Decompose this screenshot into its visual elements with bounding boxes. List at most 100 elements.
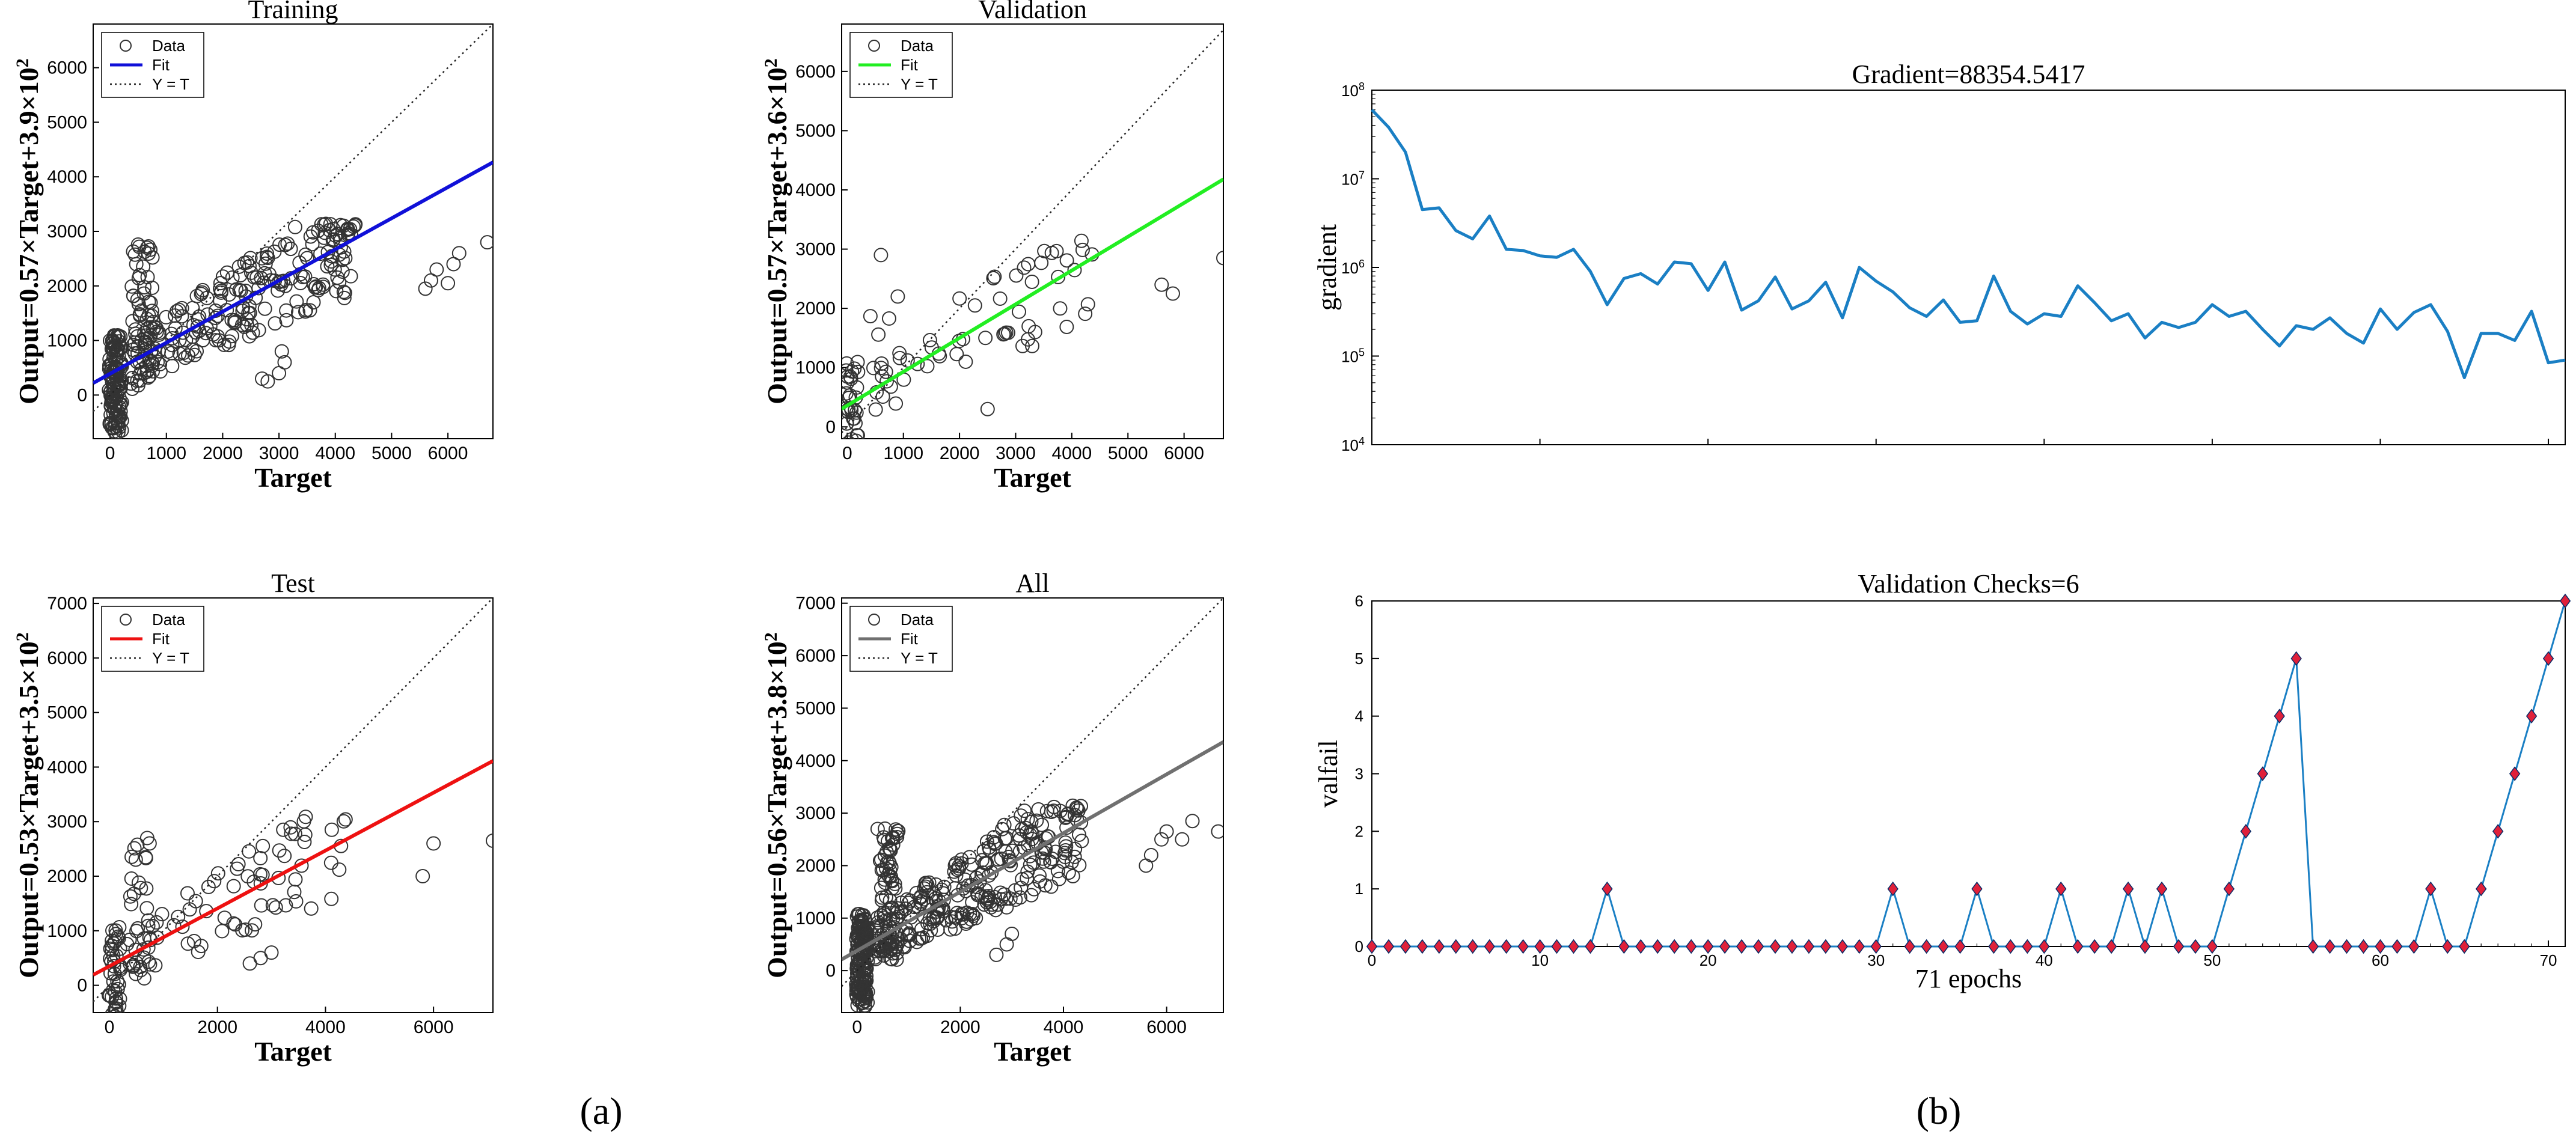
x-axis-label: Target <box>254 462 332 493</box>
chart-title: Validation Checks=6 <box>1858 569 2079 599</box>
valfail-point <box>1938 939 1949 954</box>
y-tick-label: 3000 <box>795 240 836 260</box>
data-point <box>194 285 209 300</box>
data-point <box>280 236 295 251</box>
valfail-point <box>1568 939 1579 954</box>
y-axis-label: gradient <box>1312 224 1342 311</box>
data-point <box>996 327 1011 342</box>
data-point <box>878 889 893 904</box>
valfail-point <box>2189 939 2201 954</box>
data-point <box>1037 243 1052 258</box>
data-point <box>176 325 191 340</box>
data-point <box>1067 263 1082 278</box>
data-point <box>133 366 148 381</box>
data-point <box>165 359 180 374</box>
data-point <box>441 276 456 291</box>
x-tick-label: 0 <box>105 443 115 463</box>
data-point <box>920 359 935 374</box>
valfail-point <box>2391 939 2403 954</box>
data-point <box>898 901 913 916</box>
x-tick-label: 1000 <box>146 443 186 463</box>
data-point <box>136 286 151 301</box>
data-point <box>112 998 127 1013</box>
data-point <box>106 364 121 379</box>
data-point <box>899 892 914 907</box>
data-point <box>873 944 888 959</box>
data-point <box>133 963 148 978</box>
data-point <box>1051 269 1066 284</box>
data-point <box>1053 301 1068 316</box>
data-point <box>858 924 873 939</box>
data-point <box>105 942 120 957</box>
data-point <box>144 303 159 319</box>
valfail-point <box>1652 939 1663 954</box>
data-point <box>1154 277 1169 292</box>
data-point <box>122 933 137 948</box>
data-point <box>128 852 143 867</box>
y-tick-label: 4 <box>1355 707 1363 725</box>
data-point <box>954 852 969 867</box>
x-tick-label: 2000 <box>197 1017 237 1037</box>
data-point <box>1024 274 1039 289</box>
valfail-point <box>1853 939 1865 954</box>
data-point <box>133 880 148 895</box>
x-axis-label: 71 epochs <box>1915 964 2022 993</box>
valfail-point <box>1686 939 1697 954</box>
data-point <box>305 237 320 252</box>
data-point <box>213 285 228 300</box>
data-point <box>429 262 444 277</box>
valfail-point <box>2542 651 2554 666</box>
chart-title: All <box>1015 568 1049 598</box>
data-point <box>200 290 215 305</box>
data-point <box>900 353 915 368</box>
data-point <box>928 877 943 892</box>
valfail-point <box>1719 939 1731 954</box>
valfail-point <box>1450 939 1461 954</box>
data-point <box>139 240 154 255</box>
data-point <box>127 841 142 856</box>
data-point <box>257 301 272 316</box>
valfail-point <box>2492 824 2504 839</box>
data-point <box>268 900 283 915</box>
data-point <box>106 341 121 356</box>
data-point <box>1017 260 1032 275</box>
data-point <box>1080 297 1095 312</box>
data-point <box>324 822 339 837</box>
data-point <box>850 981 865 996</box>
data-point <box>221 338 236 353</box>
y-axis-label: Output=0.56×Target+3.8×102 <box>761 632 793 978</box>
valfail-point <box>1752 939 1764 954</box>
y-tick-label: 5 <box>1355 650 1363 668</box>
y-tick-exponent: 7 <box>1359 169 1365 181</box>
valfail-point <box>1769 939 1781 954</box>
data-point <box>219 265 234 280</box>
data-point <box>210 866 225 881</box>
panel-label-b: (b) <box>1917 1090 1962 1132</box>
data-point <box>298 303 313 318</box>
valfail-point <box>1433 939 1445 954</box>
data-point <box>993 885 1008 900</box>
valfail-point <box>1501 939 1512 954</box>
data-point <box>111 414 126 429</box>
data-point <box>109 1009 121 1013</box>
data-point <box>324 254 339 269</box>
legend-label-identity: Y = T <box>901 75 938 93</box>
x-tick-label: 0 <box>105 1017 115 1037</box>
valfail-point <box>1635 939 1647 954</box>
data-point <box>326 232 341 247</box>
x-tick-label: 0 <box>842 443 852 463</box>
data-point <box>1143 847 1158 862</box>
y-tick-label: 0 <box>1355 937 1363 956</box>
data-point <box>1216 251 1223 266</box>
legend-label-data: Data <box>152 611 185 629</box>
data-point <box>125 343 140 358</box>
y-tick-label: 3000 <box>47 222 87 242</box>
x-tick-label: 4000 <box>305 1017 346 1037</box>
data-point <box>124 871 139 886</box>
data-point <box>124 849 139 864</box>
data-point <box>254 371 269 386</box>
data-point <box>883 941 898 956</box>
data-point <box>1078 306 1093 322</box>
data-point <box>174 309 189 324</box>
